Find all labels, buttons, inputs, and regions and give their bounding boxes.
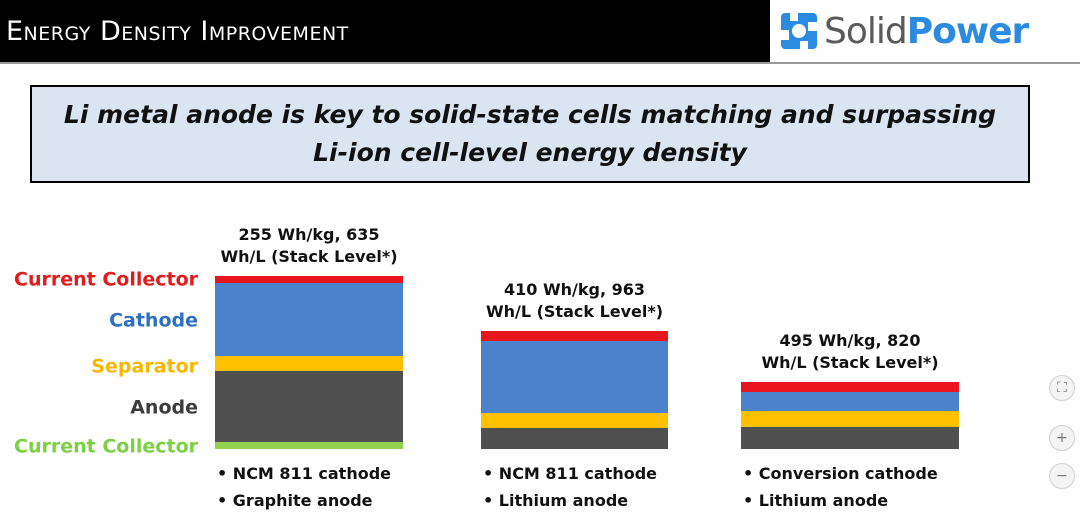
stack-1-note-1: • NCM 811 cathode bbox=[217, 464, 391, 483]
layer-label-current-collector-top: Current Collector bbox=[14, 269, 199, 291]
layer-label-anode: Anode bbox=[130, 397, 198, 419]
stack-1-density-label-line-2: Wh/L (Stack Level*) bbox=[220, 247, 397, 266]
stack-2-current-collector-layer bbox=[481, 331, 668, 341]
stack-2-density-label-line-1: 410 Wh/kg, 963 bbox=[504, 280, 645, 299]
stack-2-anode-layer bbox=[481, 428, 668, 449]
stack-3-anode-layer bbox=[741, 427, 959, 449]
stack-1-density-label-line-1: 255 Wh/kg, 635 bbox=[239, 225, 380, 244]
stack-3-density-label-line-2: Wh/L (Stack Level*) bbox=[761, 353, 938, 372]
layer-label-current-collector-bottom: Current Collector bbox=[14, 436, 199, 458]
stack-2-note-2: • Lithium anode bbox=[483, 491, 628, 510]
stack-3-density-label-line-1: 495 Wh/kg, 820 bbox=[780, 331, 921, 350]
stack-3-note-1: • Conversion cathode bbox=[743, 464, 938, 483]
headline-line-1: Li metal anode is key to solid-state cel… bbox=[63, 100, 997, 129]
stack-2-cathode-layer bbox=[481, 341, 668, 413]
logo-solid-text: Solid bbox=[824, 10, 908, 52]
title-bar: Energy Density Improvement bbox=[0, 0, 770, 62]
layer-label-separator: Separator bbox=[91, 356, 198, 378]
stack-1-copper-collector-layer bbox=[215, 442, 403, 449]
header-divider bbox=[0, 62, 1080, 64]
stack-3-cathode-layer bbox=[741, 392, 959, 411]
stack-2-separator-layer bbox=[481, 413, 668, 428]
stack-1-current-collector-layer bbox=[215, 276, 403, 283]
layer-label-cathode: Cathode bbox=[109, 310, 198, 332]
stack-3-note-2: • Lithium anode bbox=[743, 491, 888, 510]
headline-line-2: Li-ion cell-level energy density bbox=[313, 138, 747, 167]
stack-2-note-1: • NCM 811 cathode bbox=[483, 464, 657, 483]
stack-1-note-2: • Graphite anode bbox=[217, 491, 373, 510]
headline-box: Li metal anode is key to solid-state cel… bbox=[30, 85, 1030, 183]
stack-3-current-collector-layer bbox=[741, 382, 959, 392]
slide-title: Energy Density Improvement bbox=[6, 15, 349, 47]
header: Energy Density Improvement Solid Power bbox=[0, 0, 1080, 62]
solid-power-logo: Solid Power bbox=[780, 8, 1030, 54]
stack-2-density-label-line-2: Wh/L (Stack Level*) bbox=[486, 302, 663, 321]
logo-mark-icon bbox=[781, 13, 817, 49]
stack-1-cathode-layer bbox=[215, 283, 403, 356]
stack-1-anode-layer bbox=[215, 371, 403, 442]
zoom-in-icon[interactable]: + bbox=[1049, 425, 1075, 451]
stack-1-separator-layer bbox=[215, 356, 403, 371]
zoom-out-icon[interactable]: − bbox=[1049, 463, 1075, 489]
stack-3-separator-layer bbox=[741, 411, 959, 427]
fit-icon[interactable]: ⛶ bbox=[1049, 375, 1075, 401]
logo-power-text: Power bbox=[906, 10, 1030, 52]
